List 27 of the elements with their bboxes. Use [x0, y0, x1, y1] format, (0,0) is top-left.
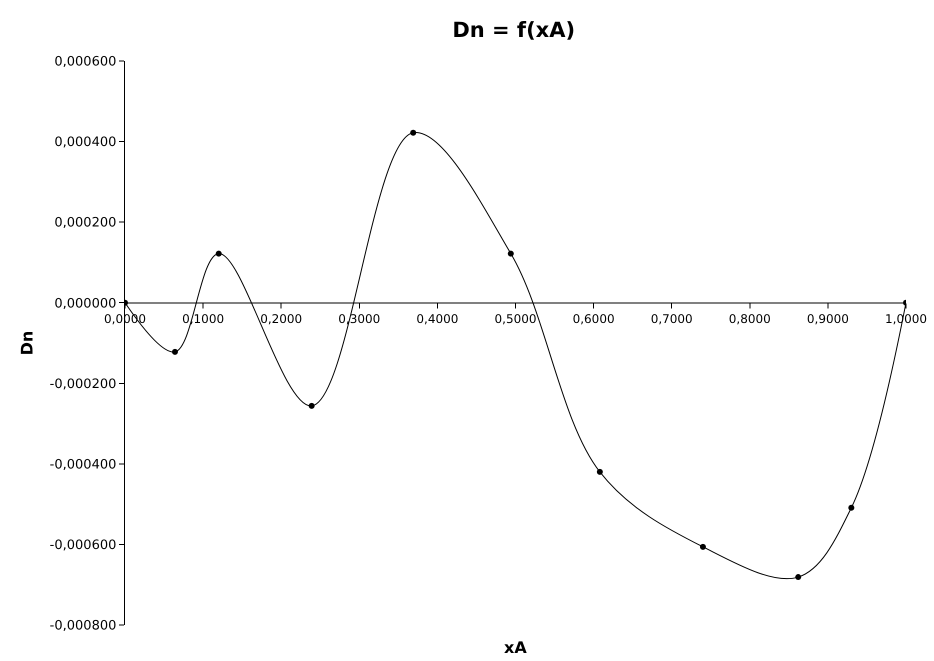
point: [216, 250, 222, 257]
x-tick-label: 0,4000: [416, 312, 458, 326]
y-tick-label: -0,000600: [50, 538, 116, 553]
point: [172, 348, 178, 355]
point: [700, 544, 706, 550]
y-tick-label: 0,000200: [54, 216, 116, 231]
point: [308, 402, 315, 409]
point: [795, 574, 802, 580]
x-tick-label: 0,7000: [650, 312, 693, 326]
y-tick-label: -0,000800: [50, 618, 116, 634]
y-axis-title: Dn: [18, 330, 37, 356]
y-tick-label: 0,000400: [54, 135, 116, 150]
x-tick-label: 0,2000: [260, 312, 302, 326]
chart-title: Dn = f(xA): [452, 18, 576, 42]
y-tick-label: -0,000400: [50, 457, 116, 472]
y-tick-label: -0,000200: [50, 376, 116, 392]
y-tick-label: 0,000600: [54, 54, 116, 70]
x-tick-label: 0,6000: [572, 312, 615, 326]
x-tick-label: 0,8000: [728, 312, 771, 326]
x-tick-label: 0,9000: [806, 312, 849, 326]
point: [596, 468, 603, 475]
point: [508, 250, 514, 257]
point: [410, 130, 416, 136]
y-tick-label: 0,000000: [54, 296, 116, 312]
x-axis-title: xA: [504, 638, 528, 657]
point: [848, 504, 854, 511]
x-tick-label: 0,5000: [494, 312, 536, 326]
